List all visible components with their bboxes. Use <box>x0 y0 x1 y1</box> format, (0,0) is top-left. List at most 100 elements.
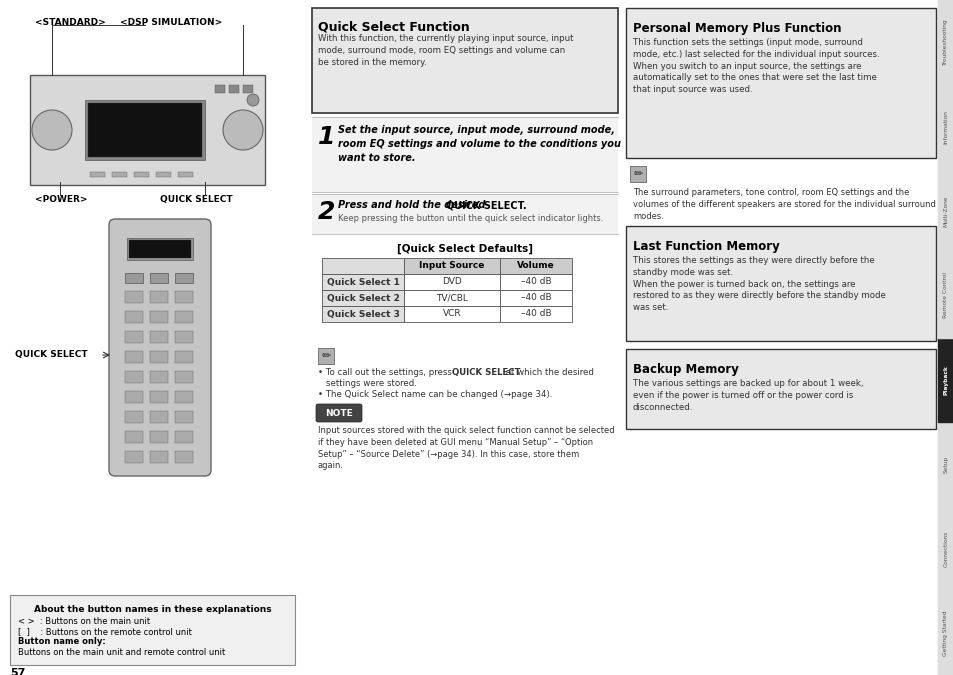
Text: Last Function Memory: Last Function Memory <box>633 240 779 253</box>
Bar <box>174 331 193 343</box>
Circle shape <box>32 110 71 150</box>
Text: This stores the settings as they were directly before the
standby mode was set.
: This stores the settings as they were di… <box>633 256 885 313</box>
Bar <box>499 274 572 290</box>
Text: <DSP SIMULATION>: <DSP SIMULATION> <box>120 18 222 27</box>
Text: 1: 1 <box>317 125 335 149</box>
Text: Setup: Setup <box>943 456 947 472</box>
Bar <box>125 451 143 463</box>
Text: QUICK SELECT: QUICK SELECT <box>160 195 233 204</box>
Bar <box>125 351 143 363</box>
Bar <box>150 371 168 383</box>
FancyBboxPatch shape <box>315 404 361 422</box>
Bar <box>150 431 168 443</box>
Text: Buttons on the main unit and remote control unit: Buttons on the main unit and remote cont… <box>18 648 225 657</box>
Bar <box>125 371 143 383</box>
Bar <box>174 273 193 283</box>
Bar <box>0 0 310 675</box>
Bar <box>125 291 143 303</box>
Text: With this function, the currently playing input source, input
mode, surround mod: With this function, the currently playin… <box>317 34 573 67</box>
Bar <box>403 290 499 306</box>
Text: –40 dB: –40 dB <box>520 310 551 319</box>
Text: QUICK SELECT: QUICK SELECT <box>452 368 520 377</box>
Bar <box>127 238 193 260</box>
Bar <box>174 311 193 323</box>
Bar <box>937 591 953 675</box>
Bar <box>85 100 205 160</box>
Bar <box>317 348 334 364</box>
Bar <box>150 411 168 423</box>
Text: Playback: Playback <box>943 364 947 395</box>
Bar <box>243 85 253 93</box>
Bar <box>125 411 143 423</box>
Bar <box>403 306 499 322</box>
Text: Volume: Volume <box>517 261 555 271</box>
Text: Information: Information <box>943 109 947 144</box>
Bar <box>125 391 143 403</box>
Text: The surround parameters, tone control, room EQ settings and the
volumes of the d: The surround parameters, tone control, r… <box>633 188 935 221</box>
Bar <box>150 451 168 463</box>
Text: [Quick Select Defaults]: [Quick Select Defaults] <box>396 244 533 254</box>
Bar <box>937 0 953 84</box>
Text: Remote Control: Remote Control <box>943 272 947 319</box>
Bar <box>937 0 953 675</box>
Bar <box>90 172 105 177</box>
Bar <box>625 226 935 341</box>
Bar <box>150 391 168 403</box>
Text: The various settings are backed up for about 1 week,
even if the power is turned: The various settings are backed up for a… <box>633 379 862 412</box>
Bar <box>129 240 191 258</box>
Bar <box>150 331 168 343</box>
Bar <box>150 311 168 323</box>
Bar <box>10 595 294 665</box>
Bar <box>174 431 193 443</box>
Text: 2: 2 <box>317 200 335 224</box>
Bar <box>174 291 193 303</box>
Bar <box>312 194 618 234</box>
Bar <box>112 172 127 177</box>
Text: Multi-Zone: Multi-Zone <box>943 195 947 227</box>
Text: Input Source: Input Source <box>419 261 484 271</box>
Bar <box>125 273 143 283</box>
Text: ✏: ✏ <box>633 169 642 179</box>
Text: Quick Select 2: Quick Select 2 <box>326 294 399 302</box>
Text: settings were stored.: settings were stored. <box>326 379 416 388</box>
Circle shape <box>247 94 258 106</box>
Bar <box>125 431 143 443</box>
Text: NOTE: NOTE <box>325 408 353 418</box>
Bar <box>499 306 572 322</box>
Bar <box>625 349 935 429</box>
Bar <box>937 169 953 253</box>
Bar <box>937 506 953 591</box>
Bar <box>322 306 403 322</box>
Text: Quick Select Function: Quick Select Function <box>317 20 469 33</box>
Bar <box>30 75 265 185</box>
Bar <box>174 391 193 403</box>
Text: –40 dB: –40 dB <box>520 294 551 302</box>
Bar <box>156 172 171 177</box>
Text: • To call out the settings, press: • To call out the settings, press <box>317 368 455 377</box>
Text: Button name only:: Button name only: <box>18 637 106 646</box>
FancyBboxPatch shape <box>109 219 211 476</box>
Bar <box>174 451 193 463</box>
Text: Set the input source, input mode, surround mode,
room EQ settings and volume to : Set the input source, input mode, surrou… <box>337 125 620 163</box>
Bar <box>174 351 193 363</box>
Bar <box>178 172 193 177</box>
Bar <box>174 371 193 383</box>
Text: TV/CBL: TV/CBL <box>436 294 468 302</box>
Text: Quick Select 1: Quick Select 1 <box>326 277 399 286</box>
Bar <box>312 8 618 113</box>
Text: Getting Started: Getting Started <box>943 610 947 655</box>
Bar <box>937 422 953 506</box>
Text: at which the desired: at which the desired <box>502 368 594 377</box>
Text: Personal Memory Plus Function: Personal Memory Plus Function <box>633 22 841 35</box>
Bar <box>174 411 193 423</box>
Bar <box>937 84 953 169</box>
Bar <box>133 172 149 177</box>
Bar <box>629 166 645 182</box>
Bar <box>150 291 168 303</box>
Bar <box>214 85 225 93</box>
Bar <box>229 85 239 93</box>
Text: Troubleshooting: Troubleshooting <box>943 19 947 65</box>
Bar <box>312 117 618 192</box>
Text: < >  : Buttons on the main unit: < > : Buttons on the main unit <box>18 617 150 626</box>
Text: –40 dB: –40 dB <box>520 277 551 286</box>
